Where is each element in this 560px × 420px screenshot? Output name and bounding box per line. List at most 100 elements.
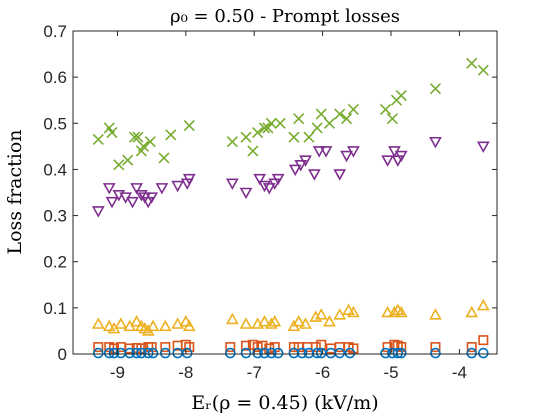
data-marks (91, 57, 490, 359)
y-axis-label: Loss fraction (4, 129, 26, 254)
square-point (225, 342, 236, 353)
triangle-down-point (145, 192, 159, 204)
triangle-up-point (476, 298, 490, 311)
triangle-up-point (102, 319, 116, 332)
x-marker-point (288, 131, 300, 143)
series-triangle-up (91, 298, 490, 336)
triangle-up-point (130, 315, 143, 327)
triangle-down-point (253, 173, 267, 186)
x-marker-point (226, 136, 238, 148)
circle-point (380, 347, 391, 359)
triangle-up-point (323, 315, 336, 327)
series-triangle-down (91, 136, 490, 218)
x-marker-point (137, 140, 150, 152)
circle-point (224, 347, 236, 359)
square-point (430, 342, 441, 353)
triangle-down-point (171, 180, 184, 193)
circle-point (259, 347, 270, 359)
triangle-up-point (179, 315, 193, 327)
triangle-up-point (239, 317, 253, 329)
y-tick-label: 0.5 (43, 114, 67, 133)
y-tick-label: 0.1 (43, 299, 67, 318)
triangle-up-point (268, 315, 282, 327)
square-point (93, 342, 104, 353)
triangle-down-point (299, 155, 312, 167)
square-point (124, 343, 135, 354)
triangle-up-point (114, 317, 128, 329)
circle-point (478, 347, 489, 359)
circle-point (142, 347, 154, 359)
circle-point (266, 347, 277, 359)
y-tick-label: 0.4 (43, 160, 67, 179)
x-tick-label: -5 (383, 363, 398, 382)
square-point (310, 342, 321, 353)
x-marker-point (293, 113, 305, 125)
x-marker-point (477, 64, 489, 76)
x-marker-point (132, 131, 144, 143)
triangle-down-point (288, 164, 302, 177)
triangle-down-point (347, 146, 360, 158)
circle-point (131, 347, 142, 359)
circle-point (311, 347, 323, 359)
triangle-up-point (264, 317, 278, 329)
x-marker-point (311, 122, 323, 134)
square-point (160, 342, 171, 353)
x-marker-point (158, 152, 170, 164)
x-tick-label: -4 (452, 363, 467, 382)
triangle-up-point (342, 303, 355, 315)
x-marker-point (240, 131, 252, 143)
triangle-up-point (225, 312, 239, 325)
x-marker-point (247, 145, 259, 157)
x-marker-point (165, 129, 177, 141)
triangle-up-point (314, 308, 328, 320)
circle-point (466, 347, 477, 359)
circle-point (344, 347, 356, 359)
triangle-down-point (391, 155, 405, 167)
triangle-down-point (225, 178, 239, 190)
y-axis-ticks: 0 0.1 0.2 0.3 0.4 0.5 0.6 0.7 (43, 22, 497, 364)
triangle-down-point (135, 190, 148, 202)
circle-point (240, 347, 252, 359)
x-marker-point (429, 83, 442, 95)
circle-point (181, 347, 193, 359)
circle-point (272, 347, 284, 359)
x-axis-label: Eᵣ(ρ = 0.45) (kV/m) (191, 392, 378, 414)
triangle-up-point (394, 305, 408, 318)
triangle-up-point (171, 317, 184, 329)
x-marker-point (395, 90, 407, 102)
chart-title: ρ₀ = 0.50 - Prompt losses (170, 6, 400, 27)
circle-point (136, 347, 147, 359)
x-marker-point (315, 108, 327, 120)
triangle-down-point (130, 183, 143, 195)
series-x (92, 57, 489, 171)
x-tick-label: -8 (178, 363, 193, 382)
x-marker-point (334, 108, 346, 120)
circle-point (93, 347, 104, 359)
x-marker-point (106, 126, 118, 139)
triangle-down-point (239, 187, 253, 200)
x-marker-point (128, 131, 141, 143)
x-axis-ticks: -9 -8 -7 -6 -5 -4 (110, 31, 467, 382)
triangle-down-point (381, 155, 394, 167)
y-tick-label: 0 (58, 345, 67, 364)
x-marker-point (347, 103, 359, 116)
x-marker-point (258, 122, 271, 134)
triangle-down-point (268, 178, 282, 190)
y-tick-label: 0.7 (43, 22, 67, 41)
triangle-down-point (258, 180, 271, 193)
circle-point (124, 347, 136, 359)
triangle-up-point (429, 308, 442, 320)
circle-point (108, 347, 120, 359)
x-marker-point (262, 122, 274, 134)
x-marker-point (265, 117, 277, 129)
triangle-down-point (271, 173, 285, 186)
x-marker-point (379, 103, 392, 116)
triangle-up-point (299, 317, 312, 329)
x-tick-label: -6 (315, 363, 330, 382)
circle-point (147, 347, 159, 359)
triangle-up-point (91, 317, 105, 329)
series-circle (93, 347, 489, 359)
x-tick-label: -9 (110, 363, 125, 382)
triangle-down-point (319, 146, 333, 158)
